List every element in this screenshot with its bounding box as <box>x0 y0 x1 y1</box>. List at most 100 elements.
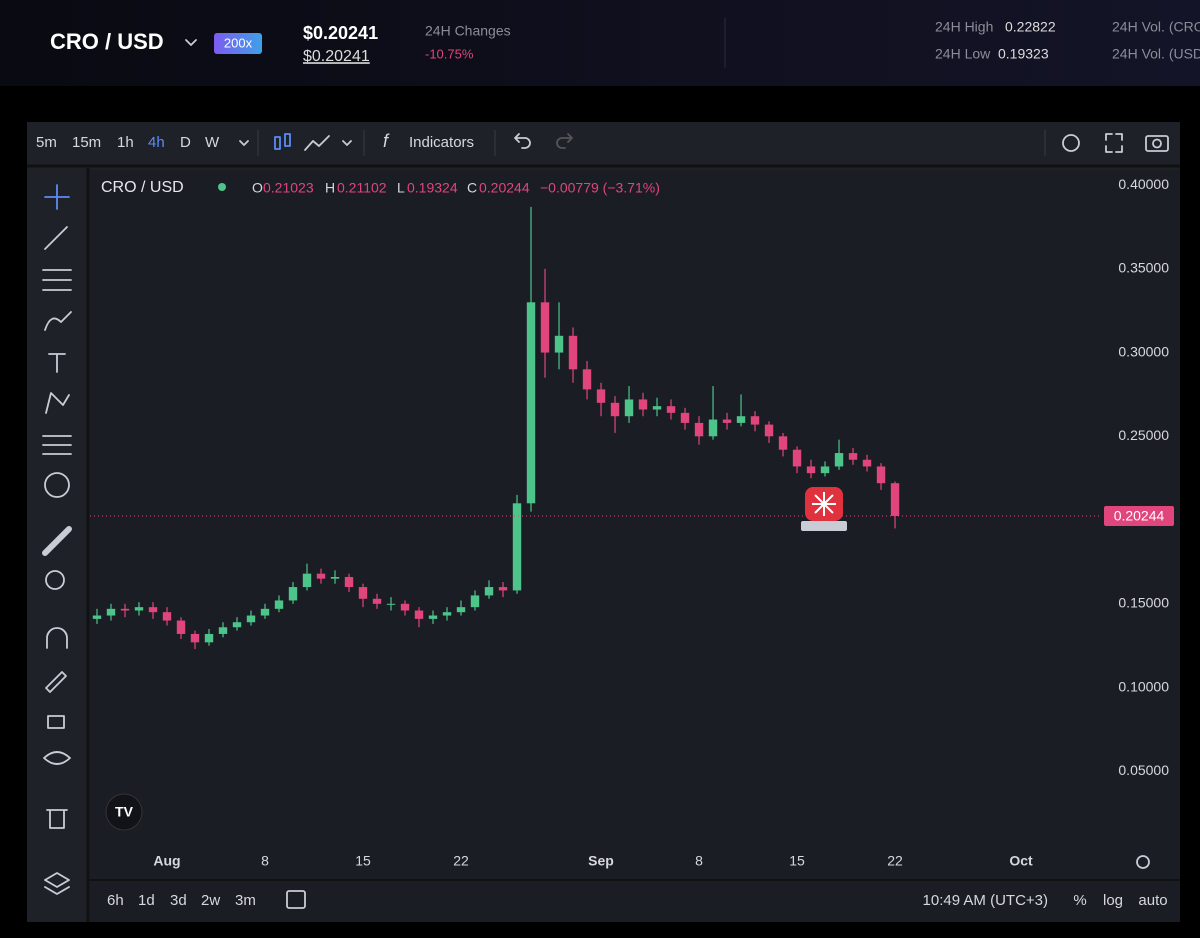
pair-chevron[interactable] <box>185 39 197 46</box>
legend-change: −0.00779 (−3.71%) <box>540 180 660 196</box>
candle-body <box>652 406 662 410</box>
fullscreen[interactable] <box>1105 133 1123 153</box>
candle-body <box>456 607 466 613</box>
y-tick-label: 0.30000 <box>1118 343 1169 359</box>
candle-body <box>554 335 564 353</box>
y-tick-label: 0.15000 <box>1118 595 1169 611</box>
legend-l: 0.19324 <box>407 180 458 196</box>
candle-body <box>806 466 816 474</box>
redo[interactable] <box>556 133 573 149</box>
legend-o-label: O <box>252 180 263 196</box>
x-tick-label: 8 <box>695 853 703 869</box>
legend-o: 0.21023 <box>263 180 314 196</box>
range[interactable]: 3m <box>235 892 256 909</box>
candle-body <box>526 302 536 504</box>
visibility[interactable] <box>43 751 71 765</box>
candle-body <box>330 577 340 579</box>
undo[interactable] <box>514 133 531 149</box>
chart-chevron[interactable] <box>342 140 352 146</box>
candle-body <box>890 483 900 516</box>
candle-body <box>106 608 116 616</box>
percent-toggle[interactable]: % <box>1073 892 1086 909</box>
interval[interactable]: 4h <box>148 134 165 151</box>
legend-symbol: CRO / USD <box>101 179 184 196</box>
candle-body <box>596 389 606 403</box>
candle-body <box>820 466 830 474</box>
high-label: 24H High <box>935 19 993 35</box>
range[interactable]: 3d <box>170 892 187 909</box>
plot-area <box>90 170 1180 922</box>
candle-body <box>638 399 648 410</box>
date-picker[interactable] <box>286 890 306 909</box>
candle-body <box>232 622 242 628</box>
trend-line[interactable] <box>44 226 68 250</box>
interval[interactable]: 5m <box>36 134 57 151</box>
candle-body <box>750 416 760 425</box>
lock-draw[interactable] <box>45 671 67 693</box>
screenshot[interactable] <box>1145 135 1169 152</box>
magnet[interactable] <box>46 627 68 649</box>
ruler[interactable] <box>42 526 72 556</box>
indicators[interactable]: Indicators <box>409 134 474 151</box>
tv-logo-mark: TV <box>115 804 134 820</box>
auto-toggle[interactable]: auto <box>1138 892 1167 909</box>
range[interactable]: 1d <box>138 892 155 909</box>
fib[interactable] <box>42 269 72 291</box>
candle-body <box>246 615 256 623</box>
axis-settings[interactable] <box>1136 855 1150 869</box>
interval[interactable]: 15m <box>72 134 101 151</box>
line-icon[interactable] <box>304 135 330 151</box>
text-tool[interactable] <box>48 353 66 373</box>
price: $0.20241 <box>303 23 378 43</box>
y-tick-label: 0.05000 <box>1118 762 1169 778</box>
clock: 10:49 AM (UTC+3) <box>923 892 1048 909</box>
vol-cro-label: 24H Vol. (CRO <box>1112 19 1200 35</box>
status-dot <box>218 183 226 191</box>
trash[interactable] <box>46 809 68 829</box>
candle-body <box>442 612 452 616</box>
candle-body <box>764 424 774 437</box>
interval[interactable]: D <box>180 134 191 151</box>
layers[interactable] <box>44 872 70 895</box>
candle-body <box>610 402 620 417</box>
range[interactable]: 2w <box>201 892 220 909</box>
interval-chevron[interactable] <box>239 140 249 146</box>
candle-body <box>428 615 438 619</box>
interval[interactable]: W <box>205 134 220 151</box>
x-tick-label: 22 <box>887 853 903 869</box>
brush[interactable] <box>44 311 72 331</box>
zoom[interactable] <box>45 570 65 590</box>
drawing-tools <box>42 184 72 895</box>
pair[interactable]: CRO / USD <box>50 29 164 54</box>
interval[interactable]: 1h <box>117 134 134 151</box>
leverage: 200x <box>224 35 253 50</box>
candle-body <box>162 612 172 621</box>
y-tick-label: 0.35000 <box>1118 260 1169 276</box>
candle-body <box>344 577 354 588</box>
candle-body <box>834 453 844 467</box>
candle-body <box>134 607 144 611</box>
x-tick-label: 15 <box>355 853 371 869</box>
candle-body <box>862 459 872 467</box>
candle-body <box>358 587 368 599</box>
candle-body <box>498 587 508 591</box>
range[interactable]: 6h <box>107 892 124 909</box>
pattern[interactable] <box>45 392 70 414</box>
change: -10.75% <box>425 46 474 61</box>
candle-body <box>512 503 522 591</box>
unlock[interactable] <box>47 715 65 729</box>
low: 0.19323 <box>998 46 1049 62</box>
legend-h-label: H <box>325 180 335 196</box>
settings[interactable] <box>1062 134 1080 152</box>
prediction[interactable] <box>42 435 72 455</box>
candle-body <box>218 627 228 634</box>
candle-icon[interactable] <box>274 133 291 150</box>
emoji[interactable] <box>44 472 70 498</box>
candle-body <box>624 399 634 417</box>
fx-icon[interactable]: f <box>383 131 390 151</box>
crosshair[interactable] <box>44 184 70 210</box>
last-price-tag <box>1104 505 1174 526</box>
tv-logo[interactable] <box>105 793 143 831</box>
legend-c-label: C <box>467 180 477 196</box>
log-toggle[interactable]: log <box>1103 892 1123 909</box>
